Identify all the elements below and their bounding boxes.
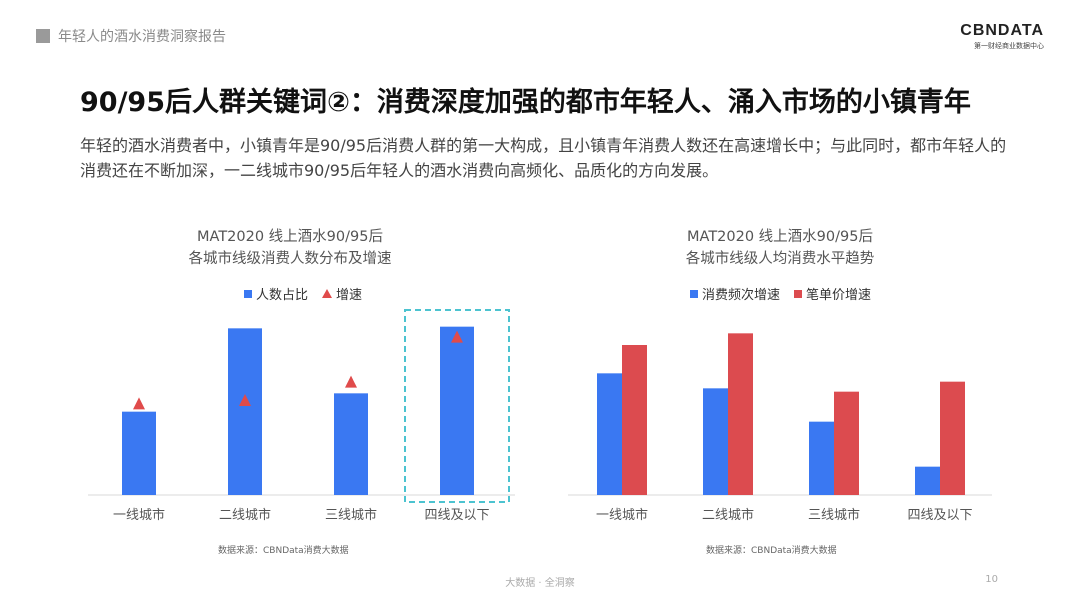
chart2-price-bar-2 bbox=[728, 333, 753, 495]
chart2-freq-bar-1 bbox=[597, 373, 622, 495]
chart1-growth-marker-1 bbox=[133, 397, 145, 410]
chart2-price-bar-4 bbox=[940, 381, 965, 495]
chart1-bar-1 bbox=[122, 411, 156, 495]
section-label: 年轻人的酒水消费洞察报告 bbox=[36, 26, 226, 46]
chart2-legend-price-label: 笔单价增速 bbox=[806, 288, 872, 303]
chart1-legend-item-marker: 增速 bbox=[322, 284, 362, 303]
section-label-text: 年轻人的酒水消费洞察报告 bbox=[58, 29, 226, 45]
chart1-bar-2 bbox=[228, 328, 262, 495]
section-square-icon bbox=[36, 29, 50, 43]
chart2-category-label-3: 三线城市 bbox=[808, 507, 860, 523]
chart2-category-label-1: 一线城市 bbox=[596, 507, 648, 523]
chart1-title-line2: 各城市线级消费人数分布及增速 bbox=[188, 251, 392, 267]
brand-name: CBNDATA bbox=[960, 22, 1044, 39]
chart1-category-label-3: 三线城市 bbox=[325, 507, 377, 523]
chart1-category-label-1: 一线城市 bbox=[113, 507, 165, 523]
chart2-legend-freq-swatch bbox=[690, 289, 698, 298]
chart1-bar-3 bbox=[334, 393, 368, 495]
chart1-legend-bar-swatch bbox=[244, 289, 252, 298]
chart1-legend-marker-label: 增速 bbox=[336, 288, 363, 303]
chart1-category-label-4: 四线及以下 bbox=[424, 508, 489, 523]
chart2-legend-price-swatch bbox=[794, 289, 803, 298]
chart1-legend-bar-label: 人数占比 bbox=[256, 288, 309, 303]
chart2-price-bar-3 bbox=[834, 391, 859, 495]
chart2-legend-freq-label: 消费频次增速 bbox=[702, 288, 781, 303]
chart2-legend: 消费频次增速 笔单价增速 bbox=[690, 284, 885, 303]
chart2-category-label-4: 四线及以下 bbox=[907, 508, 972, 523]
chart1-growth-marker-2 bbox=[239, 394, 251, 406]
chart1-highlight-box bbox=[404, 309, 510, 503]
chart1-title-line1: MAT2020 线上酒水90/95后 bbox=[197, 229, 383, 245]
chart2-freq-bar-4 bbox=[915, 466, 940, 495]
chart2-legend-item-price: 笔单价增速 bbox=[794, 284, 871, 303]
chart1-category-label-2: 二线城市 bbox=[219, 507, 271, 523]
chart2-source: 数据来源：CBNData消费大数据 bbox=[706, 546, 837, 556]
page-description: 年轻的酒水消费者中，小镇青年是90/95后消费人群的第一大构成，且小镇青年消费人… bbox=[80, 136, 1007, 180]
chart1-title: MAT2020 线上酒水90/95后 各城市线级消费人数分布及增速 bbox=[150, 226, 430, 270]
chart2-title-line2: 各城市线级人均消费水平趋势 bbox=[685, 251, 875, 267]
brand-logo: CBNDATA 第一财经商业数据中心 bbox=[960, 22, 1044, 51]
chart1-legend: 人数占比 增速 bbox=[244, 284, 376, 303]
page-number: 10 bbox=[985, 574, 998, 585]
brand-subtitle: 第一财经商业数据中心 bbox=[974, 42, 1044, 50]
chart1-bar-4 bbox=[440, 326, 474, 495]
chart2-freq-bar-3 bbox=[809, 421, 834, 495]
chart1-legend-item-bar: 人数占比 bbox=[244, 284, 308, 303]
page-title: 90/95后人群关键词②：消费深度加强的都市年轻人、涌入市场的小镇青年 bbox=[80, 87, 971, 118]
chart1-legend-triangle-icon bbox=[322, 289, 333, 298]
chart2-title-line1: MAT2020 线上酒水90/95后 bbox=[687, 229, 873, 245]
chart2-category-label-2: 二线城市 bbox=[702, 507, 754, 523]
chart1-growth-marker-4 bbox=[451, 330, 463, 343]
chart2-title: MAT2020 线上酒水90/95后 各城市线级人均消费水平趋势 bbox=[640, 226, 920, 270]
footer-tagline: 大数据 · 全洞察 bbox=[505, 578, 575, 589]
chart1-growth-marker-3 bbox=[345, 375, 357, 388]
chart2-price-bar-1 bbox=[622, 345, 647, 495]
chart2-legend-item-freq: 消费频次增速 bbox=[690, 284, 780, 303]
chart1-source: 数据来源：CBNData消费大数据 bbox=[218, 546, 349, 556]
chart2-freq-bar-2 bbox=[703, 388, 728, 495]
